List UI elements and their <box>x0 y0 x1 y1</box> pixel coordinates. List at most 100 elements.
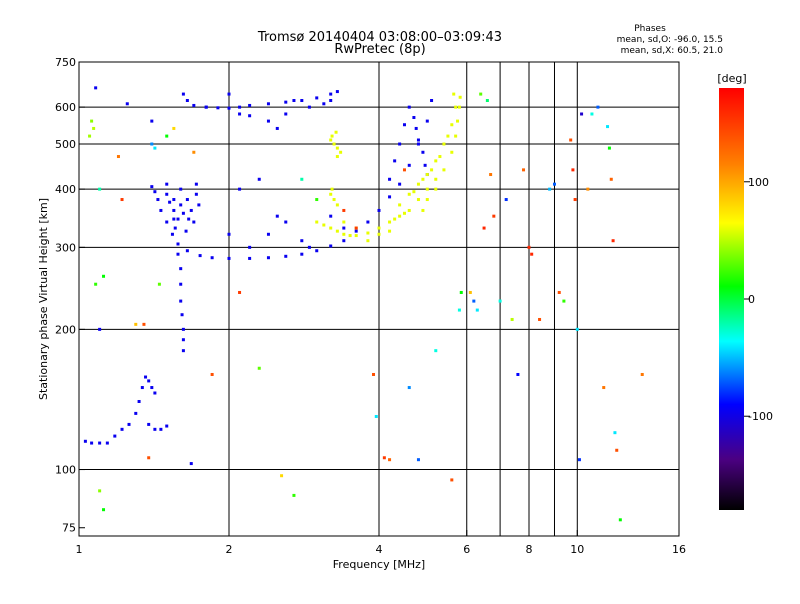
data-point <box>266 102 270 106</box>
data-point <box>194 192 198 196</box>
data-point <box>98 489 102 493</box>
data-point <box>348 234 352 238</box>
data-point <box>602 386 606 390</box>
stats-o-mode: mean, sd,O: -96.0, 15.5 <box>617 35 723 45</box>
data-point <box>248 103 252 107</box>
data-point <box>332 142 336 146</box>
data-point <box>153 391 157 395</box>
data-point <box>398 182 402 186</box>
data-point <box>374 414 378 418</box>
data-point <box>94 86 98 90</box>
data-point <box>102 508 106 512</box>
data-point <box>425 119 429 123</box>
data-point <box>184 229 188 233</box>
data-point <box>527 245 531 249</box>
data-point <box>640 372 644 376</box>
data-point <box>354 234 358 238</box>
x-tick-label: 8 <box>526 543 533 556</box>
data-point <box>402 211 406 215</box>
data-point <box>227 92 231 96</box>
data-point <box>248 245 252 249</box>
data-point <box>227 106 231 110</box>
data-point <box>475 308 479 312</box>
data-point <box>307 245 311 249</box>
data-point <box>606 125 610 129</box>
data-point <box>398 214 402 218</box>
data-point <box>284 254 288 258</box>
y-tick-label: 600 <box>55 101 76 114</box>
data-point <box>179 299 183 303</box>
data-point <box>335 203 339 207</box>
data-point <box>153 146 157 150</box>
data-point <box>421 177 425 181</box>
data-point <box>398 203 402 207</box>
data-point <box>153 190 157 194</box>
data-point <box>613 431 617 435</box>
data-point <box>147 456 151 460</box>
data-point <box>430 168 434 172</box>
data-point <box>571 168 575 172</box>
data-point <box>479 92 483 96</box>
data-point <box>412 190 416 194</box>
data-point <box>335 146 339 150</box>
data-point <box>127 422 131 426</box>
data-point <box>147 422 151 426</box>
data-point <box>204 105 208 109</box>
data-point <box>180 313 184 317</box>
data-point <box>142 322 146 326</box>
y-tick-label: 75 <box>62 522 76 535</box>
data-point <box>510 317 514 321</box>
data-point <box>552 182 556 186</box>
data-point <box>590 112 594 116</box>
data-point <box>181 92 185 96</box>
data-point <box>165 134 169 138</box>
data-point <box>284 220 288 224</box>
data-point <box>238 105 242 109</box>
data-point <box>458 95 462 99</box>
data-point <box>181 211 185 215</box>
data-point <box>456 119 460 123</box>
data-point <box>377 226 381 230</box>
data-point <box>284 112 288 116</box>
data-point <box>611 239 615 243</box>
data-point <box>342 239 346 243</box>
data-point <box>329 226 333 230</box>
data-point <box>300 252 304 256</box>
data-point <box>266 232 270 236</box>
data-point <box>315 220 319 224</box>
data-point <box>393 159 397 163</box>
data-point <box>227 256 231 260</box>
colorbar-label: [deg] <box>717 72 746 85</box>
data-point <box>292 493 296 497</box>
data-point <box>450 123 454 127</box>
data-point <box>330 187 334 191</box>
data-point <box>416 138 420 142</box>
grid-lines <box>79 62 679 536</box>
data-point <box>315 249 319 253</box>
data-point <box>388 220 392 224</box>
x-tick-label: 6 <box>463 543 470 556</box>
data-point <box>342 232 346 236</box>
data-point <box>120 427 124 431</box>
data-point <box>150 185 154 189</box>
data-point <box>172 198 176 202</box>
data-point <box>342 220 346 224</box>
data-point <box>329 244 333 248</box>
stats-x-mode: mean, sd,X: 60.5, 21.0 <box>621 46 724 56</box>
data-point <box>189 208 193 212</box>
data-point <box>407 163 411 167</box>
data-point <box>113 434 117 438</box>
data-point <box>330 134 334 138</box>
data-point <box>300 239 304 243</box>
y-tick-label: 400 <box>55 183 76 196</box>
data-point <box>421 208 425 212</box>
data-point <box>116 155 120 159</box>
data-point <box>284 100 288 104</box>
data-point <box>454 134 458 138</box>
data-point <box>176 217 180 221</box>
data-point <box>457 105 461 109</box>
data-point <box>492 214 496 218</box>
data-point <box>442 168 446 172</box>
data-point <box>157 282 161 286</box>
